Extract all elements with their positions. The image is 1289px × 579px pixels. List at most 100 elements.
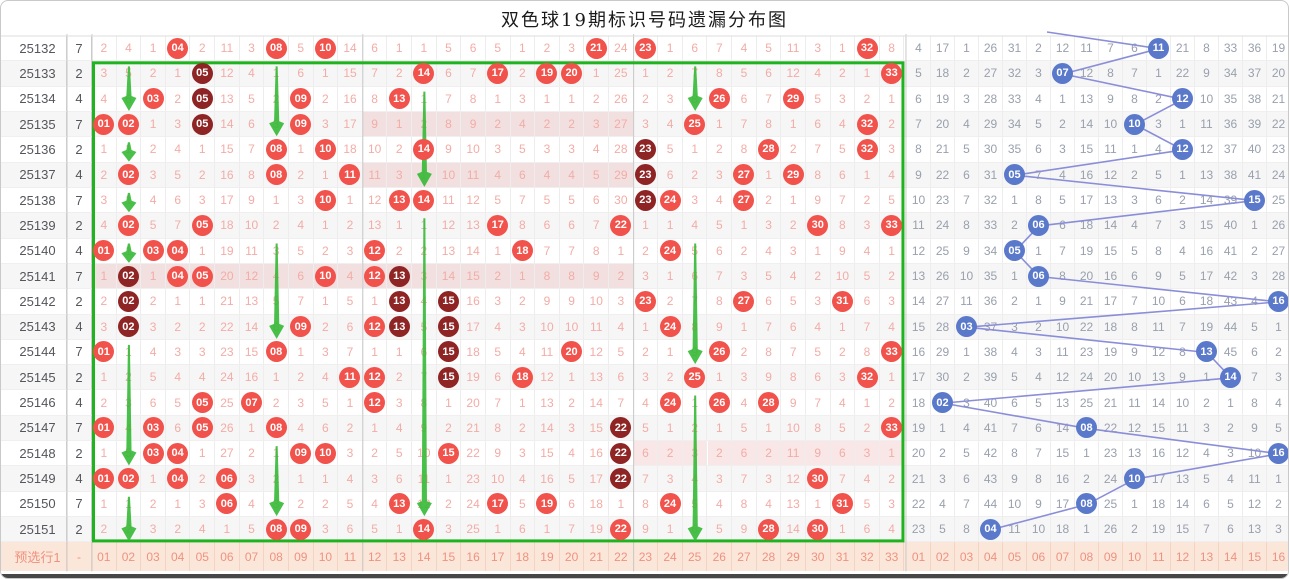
miss-count-cell: 2: [707, 441, 733, 466]
miss-count-cell: 20: [1075, 263, 1099, 289]
miss-count-cell: 1: [955, 36, 979, 61]
red-ball: 10: [314, 138, 336, 160]
miss-count-cell: 3: [289, 390, 314, 415]
miss-count-cell: 6: [1171, 289, 1195, 314]
miss-count-cell: 3: [338, 238, 363, 263]
miss-count-cell: 7: [708, 36, 733, 61]
red-ball-cell: 33: [880, 61, 905, 86]
miss-count-cell: 2: [264, 213, 289, 238]
miss-count-cell: 4: [485, 162, 511, 187]
miss-count-cell: 5: [683, 238, 708, 263]
miss-count-cell: 3: [314, 517, 339, 542]
miss-count-cell: 2: [190, 36, 216, 61]
miss-count-cell: 5: [1219, 491, 1243, 517]
miss-count-cell: 9: [1243, 415, 1267, 441]
red-ball-cell: 30: [806, 466, 831, 491]
miss-count-cell: 6: [511, 517, 536, 542]
miss-count-cell: 4: [634, 390, 659, 415]
miss-count-cell: 1: [338, 390, 363, 415]
miss-count-cell: 2: [1027, 314, 1051, 339]
miss-count-cell: 17: [907, 365, 931, 390]
miss-count-cell: 21: [1099, 390, 1123, 415]
miss-count-cell: 1: [92, 137, 117, 162]
red-ball-cell: 20: [560, 61, 585, 86]
miss-count-cell: 1: [1267, 466, 1288, 490]
red-ball-cell: 03: [141, 238, 166, 263]
miss-count-cell: 9: [732, 517, 757, 542]
miss-count-cell: 9: [1003, 466, 1027, 491]
miss-count-cell: 20: [931, 111, 955, 137]
blue-ball: 11: [1148, 37, 1169, 59]
red-column-header: 11: [338, 542, 363, 572]
red-column-header: 20: [560, 542, 585, 572]
miss-count-cell: 10: [535, 314, 560, 339]
miss-count-cell: 9: [535, 289, 560, 314]
miss-count-cell: 2: [756, 441, 782, 466]
miss-count-cell: 5: [757, 36, 782, 61]
miss-count-cell: 8: [781, 365, 806, 390]
red-ball-cell: 26: [708, 339, 733, 365]
miss-count-cell: 9: [1051, 289, 1075, 314]
miss-count-cell: 2: [955, 61, 979, 86]
miss-count-cell: 4: [363, 491, 388, 517]
red-ball-cell: 28: [757, 137, 782, 162]
miss-count-cell: 1: [412, 213, 437, 238]
miss-count-cell: 6: [683, 517, 708, 542]
blue-ball-cell: 06: [1027, 213, 1051, 238]
miss-count-cell: 19: [1099, 339, 1123, 365]
miss-count-cell: 2: [117, 365, 142, 390]
period-label: 25139: [9, 213, 67, 238]
red-ball-cell: 27: [732, 187, 757, 213]
red-ball: 08: [265, 138, 287, 160]
weekday-label: 2: [67, 61, 92, 86]
red-ball-cell: 15: [437, 441, 462, 466]
period-row: 25138 7 3 1 4 6 3 17 9 1 3 10 1 12 13 14 11 12 5 7 5 5 6 30 23 24…: [1, 187, 1288, 214]
blue-ball-cell: 08: [1075, 491, 1099, 517]
miss-count-cell: 8: [880, 36, 905, 61]
red-ball: 07: [241, 392, 263, 414]
blue-ball-cell: 08: [1075, 415, 1099, 441]
miss-count-cell: 3: [240, 466, 265, 491]
blue-column-header: 08: [1075, 542, 1099, 572]
miss-count-cell: 2: [732, 238, 757, 263]
weekday-label: 7: [67, 263, 92, 289]
miss-count-cell: 1: [264, 187, 289, 213]
red-ball: 31: [831, 493, 853, 515]
blue-ball-cell: 05: [1003, 238, 1027, 263]
dark-red-ball-cell: 13: [387, 314, 413, 339]
miss-count-cell: 17: [1099, 289, 1123, 314]
miss-count-cell: 8: [436, 111, 462, 137]
red-ball-cell: 33: [880, 339, 905, 365]
miss-count-cell: 16: [461, 289, 486, 314]
red-column-header: 31: [831, 542, 856, 572]
miss-count-cell: 1: [634, 61, 659, 86]
red-ball: 17: [487, 493, 509, 515]
miss-count-cell: 2: [658, 365, 683, 390]
dark-red-ball: 15: [437, 341, 459, 363]
miss-count-cell: 4: [314, 365, 339, 390]
miss-count-cell: 10: [831, 263, 856, 289]
blue-ball: 08: [1076, 417, 1097, 439]
miss-count-cell: 1: [609, 491, 634, 517]
miss-count-cell: 4: [757, 491, 782, 517]
miss-count-cell: 10: [1171, 390, 1195, 415]
miss-count-cell: 3: [1051, 137, 1075, 162]
blue-ball: 12: [1172, 138, 1193, 160]
miss-count-cell: 7: [955, 491, 979, 517]
weekday-label: 7: [67, 111, 92, 137]
miss-count-cell: 2: [559, 111, 585, 137]
miss-count-cell: 4: [806, 61, 831, 86]
miss-count-cell: 15: [584, 415, 609, 441]
miss-count-cell: 31: [979, 162, 1003, 187]
miss-count-cell: 7: [1195, 517, 1219, 542]
red-ball: 10: [314, 189, 336, 211]
red-ball-cell: 22: [609, 213, 634, 238]
red-column-header: 25: [683, 542, 708, 572]
miss-count-cell: 5: [560, 466, 585, 491]
miss-count-cell: 18: [461, 339, 486, 365]
miss-count-cell: 7: [412, 365, 437, 390]
period-label: 25151: [9, 517, 67, 542]
miss-count-cell: 2: [92, 36, 117, 61]
miss-count-cell: 3: [511, 314, 536, 339]
miss-count-cell: 4: [855, 466, 880, 491]
